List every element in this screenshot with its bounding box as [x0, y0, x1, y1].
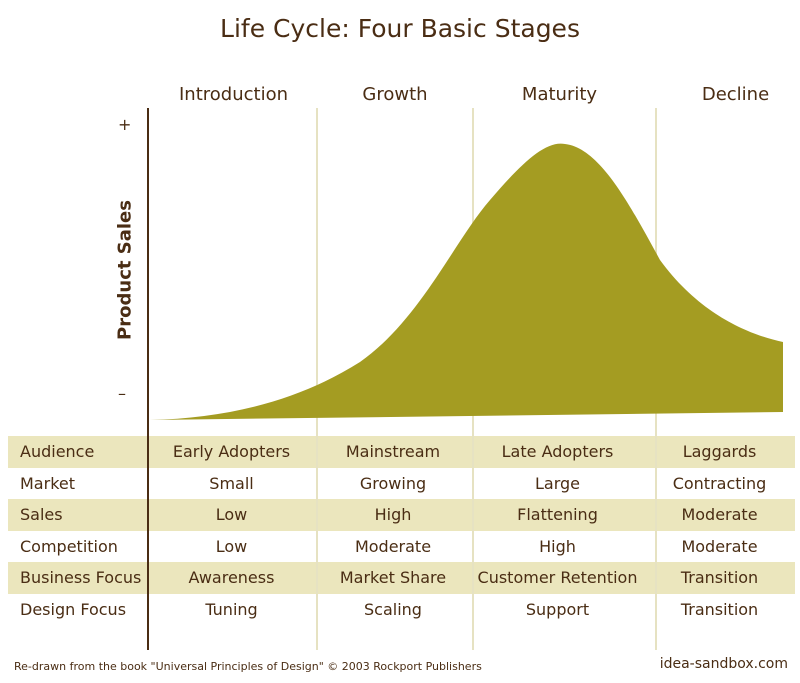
table-row-sales: Sales Low High Flattening Moderate — [8, 499, 795, 531]
stage-attributes-table: Audience Early Adopters Mainstream Late … — [8, 436, 795, 625]
table-cell: High — [539, 536, 576, 556]
table-cell: Market Share — [339, 568, 447, 588]
source-credit: Re-drawn from the book "Universal Princi… — [14, 660, 482, 673]
table-row-market: Market Small Growing Large Contracting — [8, 468, 795, 500]
table-cell: Laggards — [682, 442, 757, 462]
row-label: Business Focus — [20, 568, 142, 588]
table-cell: Transition — [680, 568, 759, 588]
table-cell: Customer Retention — [477, 568, 638, 588]
table-cell: Growing — [359, 473, 427, 493]
table-cell: Low — [215, 536, 248, 556]
stage-growth: Growth — [362, 84, 428, 105]
stage-introduction: Introduction — [178, 84, 288, 105]
table-cell: Large — [534, 473, 580, 493]
site-credit: idea-sandbox.com — [659, 656, 788, 672]
row-label: Competition — [20, 536, 118, 556]
table-row-business-focus: Business Focus Awareness Market Share Cu… — [8, 562, 795, 594]
y-axis-low-marker: – — [118, 384, 126, 403]
table-cell: Moderate — [681, 505, 758, 525]
row-label: Audience — [20, 442, 95, 462]
table-cell: High — [374, 505, 412, 525]
sales-curve — [150, 143, 783, 420]
table-cell: Transition — [680, 599, 759, 619]
stage-maturity: Maturity — [521, 84, 598, 105]
y-axis-high-marker: + — [118, 115, 132, 134]
row-label: Sales — [20, 505, 63, 525]
diagram-title: Life Cycle: Four Basic Stages — [220, 14, 580, 43]
table-cell: Moderate — [354, 536, 432, 556]
table-cell: Low — [215, 505, 248, 525]
table-cell: Mainstream — [345, 442, 441, 462]
table-cell: Awareness — [188, 568, 275, 588]
table-cell: Moderate — [681, 536, 758, 556]
table-row-audience: Audience Early Adopters Mainstream Late … — [8, 436, 795, 468]
row-label: Design Focus — [20, 599, 127, 619]
table-cell: Late Adopters — [501, 442, 614, 462]
table-cell: Tuning — [205, 599, 258, 619]
table-row-competition: Competition Low Moderate High Moderate — [8, 531, 795, 563]
table-cell: Support — [525, 599, 590, 619]
row-label: Market — [20, 473, 75, 493]
table-cell: Scaling — [364, 599, 422, 619]
table-row-design-focus: Design Focus Tuning Scaling Support Tran… — [8, 594, 795, 626]
stage-decline: Decline — [701, 84, 770, 105]
table-cell: Flattening — [517, 505, 598, 525]
table-cell: Small — [209, 473, 254, 493]
table-cell: Contracting — [672, 473, 767, 493]
table-cell: Early Adopters — [172, 442, 291, 462]
